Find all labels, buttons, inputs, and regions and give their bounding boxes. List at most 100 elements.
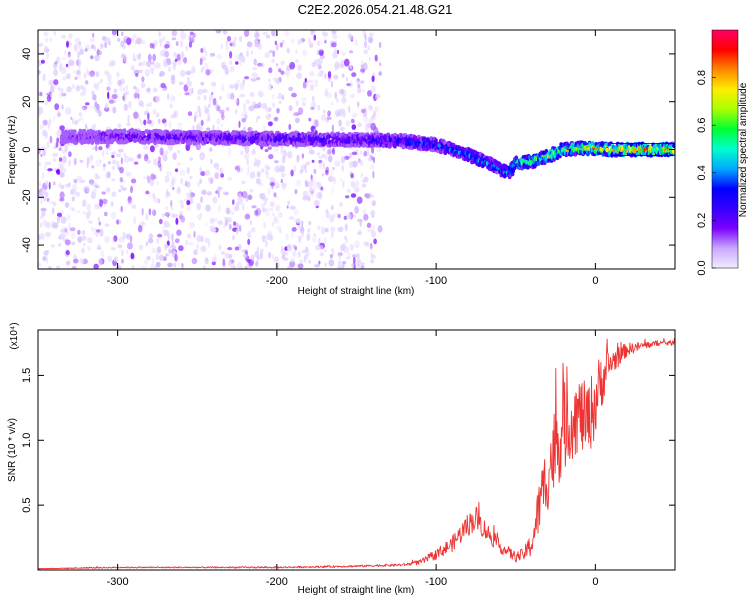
- heatmap-noise-cell: [202, 265, 206, 269]
- heatmap-noise-cell: [170, 74, 176, 81]
- heatmap-noise-cell: [194, 115, 196, 123]
- heatmap-signal-cell: [260, 132, 264, 137]
- heatmap-noise-cell: [249, 219, 253, 226]
- heatmap-noise-cell: [360, 64, 365, 69]
- heatmap-noise-cell: [41, 129, 48, 137]
- heatmap-noise-cell: [40, 153, 43, 157]
- heatmap-noise-cell: [157, 160, 161, 168]
- heatmap-noise-cell: [311, 190, 314, 197]
- heatmap-noise-cell: [202, 88, 208, 94]
- heatmap-noise-cell: [314, 79, 319, 88]
- heatmap-noise-cell: [165, 253, 169, 257]
- heatmap-noise-cell: [214, 253, 217, 260]
- heatmap-noise-cell: [235, 222, 239, 228]
- heatmap-noise-cell: [130, 178, 137, 184]
- heatmap-noise-cell: [104, 223, 110, 227]
- heatmap-noise-cell: [93, 83, 97, 89]
- heatmap-noise-cell: [262, 31, 268, 36]
- heatmap-noise-cell: [325, 169, 329, 176]
- heatmap-noise-cell: [57, 183, 62, 188]
- heatmap-noise-cell: [246, 171, 249, 176]
- heatmap-noise-cell: [82, 229, 86, 236]
- heatmap-noise-cell: [120, 40, 125, 48]
- heatmap-signal-cell: [437, 143, 442, 148]
- heatmap-noise-cell: [161, 213, 165, 218]
- heatmap-noise-cell: [146, 87, 151, 93]
- heatmap-noise-cell: [272, 102, 276, 108]
- heatmap-noise-cell: [58, 157, 63, 162]
- heatmap-noise-cell: [360, 60, 364, 66]
- heatmap-noise-cell: [73, 258, 79, 264]
- heatmap-noise-cell: [294, 117, 300, 124]
- heatmap-noise-cell: [271, 30, 275, 37]
- heatmap-noise-cell: [137, 153, 142, 159]
- heatmap-noise-cell: [152, 209, 155, 215]
- heatmap-noise-cell: [375, 93, 381, 99]
- colorbar-gradient: [711, 29, 739, 269]
- heatmap-noise-cell: [189, 222, 195, 228]
- heatmap-noise-cell: [308, 145, 313, 152]
- heatmap-noise-cell: [116, 160, 120, 168]
- heatmap-noise-cell: [211, 256, 217, 262]
- heatmap-noise-cell: [73, 157, 77, 166]
- heatmap-noise-cell: [325, 166, 330, 174]
- heatmap-noise-cell: [236, 262, 243, 269]
- heatmap-noise-cell: [49, 200, 56, 205]
- heatmap-noise-cell: [76, 59, 80, 65]
- heatmap-noise-cell: [363, 150, 368, 157]
- heatmap-noise-cell: [285, 233, 289, 241]
- heatmap-noise-cell: [164, 150, 169, 156]
- heatmap-noise-cell: [239, 93, 246, 98]
- heatmap-noise-cell: [331, 80, 334, 88]
- heatmap-noise-cell: [288, 105, 293, 112]
- heatmap-noise-cell: [360, 161, 364, 166]
- heatmap-noise-cell: [224, 68, 230, 75]
- heatmap-noise-cell: [284, 30, 290, 37]
- heatmap-noise-cell: [79, 258, 84, 264]
- heatmap-noise-cell: [71, 232, 76, 240]
- heatmap-noise-cell: [232, 199, 235, 206]
- heatmap-noise-cell: [296, 72, 302, 80]
- heatmap-noise-cell: [268, 78, 271, 83]
- heatmap-noise-cell: [83, 242, 86, 247]
- heatmap-noise-cell: [262, 197, 269, 202]
- heatmap-noise-cell: [239, 35, 243, 43]
- heatmap-noise-cell: [271, 58, 276, 64]
- heatmap-noise-cell: [148, 233, 154, 239]
- heatmap-noise-cell: [199, 166, 202, 173]
- heatmap-noise-cell: [290, 169, 294, 177]
- heatmap-noise-cell: [242, 109, 248, 117]
- spectrogram-y-axis-label: Frequency (Hz): [7, 116, 18, 185]
- heatmap-noise-cell: [300, 38, 303, 44]
- chart-title: C2E2.2026.054.21.48.G21: [297, 2, 453, 17]
- heatmap-noise-cell: [298, 107, 304, 115]
- colorbar-tick-label: 0.4: [696, 165, 708, 180]
- heatmap-noise-cell: [344, 223, 348, 232]
- heatmap-noise-cell: [127, 196, 132, 204]
- heatmap-noise-cell: [349, 80, 354, 88]
- heatmap-noise-cell: [272, 212, 275, 216]
- heatmap-noise-cell: [246, 259, 251, 263]
- heatmap-noise-cell: [147, 53, 152, 62]
- heatmap-noise-cell: [222, 223, 226, 229]
- heatmap-noise-cell: [55, 169, 61, 174]
- heatmap-noise-cell: [71, 241, 76, 246]
- heatmap-noise-cell: [360, 68, 366, 73]
- heatmap-noise-cell: [301, 102, 306, 107]
- heatmap-noise-cell: [160, 50, 165, 57]
- heatmap-noise-cell: [41, 172, 45, 180]
- heatmap-signal-cell: [605, 147, 609, 153]
- heatmap-noise-cell: [229, 60, 233, 65]
- colorbar-tick-label: 0.0: [696, 260, 708, 275]
- heatmap-noise-cell: [121, 249, 124, 256]
- heatmap-noise-cell: [39, 181, 42, 187]
- heatmap-noise-cell: [187, 70, 193, 74]
- heatmap-noise-cell: [266, 233, 272, 241]
- heatmap-noise-cell: [307, 228, 311, 234]
- heatmap-noise-cell: [220, 43, 223, 50]
- heatmap-noise-cell: [279, 42, 283, 48]
- heatmap-noise-cell: [227, 247, 233, 251]
- heatmap-noise-cell: [175, 41, 179, 47]
- spectrogram-y-tick-label: 20: [21, 96, 33, 108]
- heatmap-noise-cell: [277, 167, 283, 173]
